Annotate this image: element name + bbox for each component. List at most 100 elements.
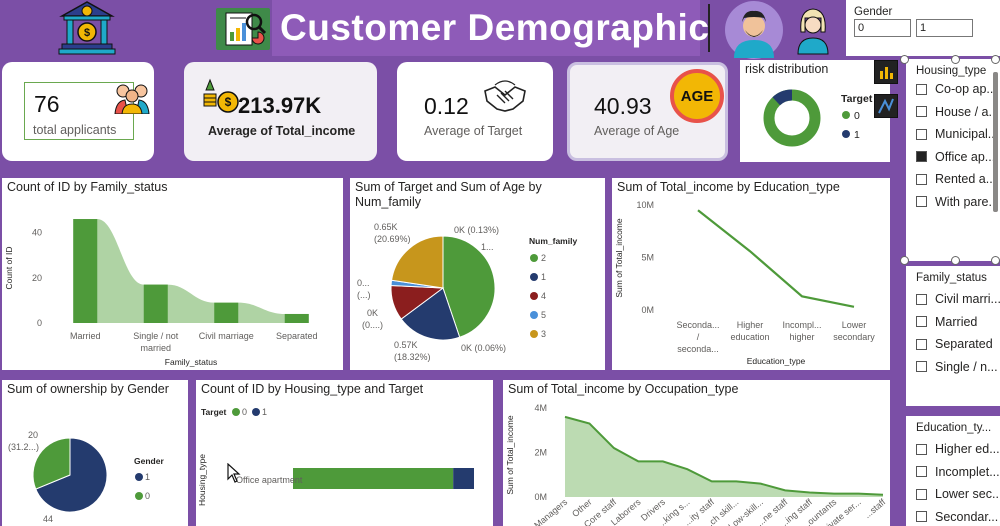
slicer-option-label: Rented a... — [935, 172, 997, 186]
slicer-option-housing[interactable]: With pare... — [916, 193, 999, 211]
checkbox[interactable] — [916, 511, 927, 522]
education-type-slicer: Education_ty... Higher ed... Incomplet...… — [906, 416, 1000, 526]
family-bar — [143, 284, 168, 323]
x-tick-label: Higher — [737, 320, 764, 330]
pie-data-label: 0... — [357, 278, 370, 288]
slicer-option-housing[interactable]: Co-op ap... — [916, 80, 997, 98]
checkbox[interactable] — [916, 196, 927, 207]
y-tick-label: 4M — [534, 403, 547, 413]
slicer-option-label: Higher ed... — [935, 442, 1000, 456]
applicants-label: total applicants — [33, 123, 117, 137]
checkbox[interactable] — [916, 361, 927, 372]
risk-legend-title: Target — [841, 93, 873, 105]
family-status-svg: 0 20 40 Married Single / not married Civil mar… — [4, 219, 318, 367]
gender-slicer-title: Gender — [854, 6, 893, 18]
housing-bar-target-1 — [453, 468, 474, 489]
slicer-option-family[interactable]: Single / n... — [916, 358, 998, 376]
gender-max-input[interactable]: 1 — [916, 19, 973, 37]
slicer-option-housing[interactable]: Office ap... — [916, 148, 995, 166]
slicer-option-education[interactable]: Incomplet... — [916, 463, 1000, 481]
family-ribbon — [73, 219, 309, 323]
slicer-option-family[interactable]: Civil marri... — [916, 290, 1000, 308]
resize-handle[interactable] — [991, 55, 1000, 64]
page-title-banner: Customer Demographic — [272, 0, 709, 56]
slicer-option-education[interactable]: Secondar... — [916, 508, 998, 526]
slicer-option-education[interactable]: Lower sec... — [916, 485, 1000, 503]
x-tick-label: Single / not — [133, 331, 179, 341]
slicer-option-label: Civil marri... — [935, 292, 1000, 306]
x-axis-title: Family_status — [165, 357, 217, 367]
risk-donut — [763, 89, 821, 147]
legend-marker — [530, 292, 538, 300]
slicer-option-housing[interactable]: Rented a... — [916, 170, 996, 188]
checkbox[interactable] — [916, 83, 927, 95]
legend-label: 1 — [541, 272, 546, 282]
checkbox[interactable] — [916, 128, 927, 140]
pie-slice-0 — [32, 437, 71, 490]
checkbox[interactable] — [916, 466, 927, 477]
y-tick-label: Office apartment — [236, 475, 303, 485]
pie-data-label: 0K — [367, 308, 378, 318]
slicer-option-housing[interactable]: Municipal... — [916, 125, 998, 143]
resize-handle[interactable] — [951, 55, 960, 64]
slicer-option-label: Single / n... — [935, 359, 998, 374]
resize-handle[interactable] — [951, 256, 960, 265]
pie-slice-1 — [400, 287, 461, 341]
slicer-option-family[interactable]: Married — [916, 313, 977, 331]
occupation-area — [565, 416, 883, 497]
pie-data-label: (31.2...) — [8, 442, 39, 452]
legend-label: 3 — [541, 329, 546, 339]
y-axis-title: Sum of Total_income — [505, 415, 515, 494]
legend-title: Gender — [134, 456, 164, 466]
num-family-svg: 0.65K (20.69%) 0K (0.13%) 1... 0... (...) 0K (0… — [357, 222, 577, 362]
family-bar — [284, 313, 309, 323]
family-bar — [214, 302, 239, 323]
scrollbar[interactable] — [993, 72, 998, 212]
x-tick-label: education — [730, 332, 769, 342]
resize-handle[interactable] — [991, 256, 1000, 265]
checkbox[interactable] — [916, 151, 927, 162]
age-badge-text: AGE — [680, 87, 714, 105]
legend-label: 5 — [541, 310, 546, 320]
bar-chart-icon-button[interactable] — [874, 60, 898, 84]
num-family-chart: Sum of Target and Sum of Age by Num_fami… — [350, 178, 605, 370]
x-tick-label: / — [697, 332, 700, 342]
slicer-option-label: Office ap... — [935, 149, 996, 164]
slicer-option-family[interactable]: Separated — [916, 335, 993, 353]
header-divider — [708, 4, 710, 52]
legend-title: Num_family — [529, 236, 577, 246]
male-avatar-icon — [724, 0, 784, 60]
family-slicer-title: Family_status — [916, 272, 987, 284]
legend-label: 4 — [541, 291, 546, 301]
slicer-option-label: Separated — [935, 337, 993, 351]
family-bar — [73, 219, 98, 323]
pie-data-label: 1... — [481, 242, 494, 252]
slicer-option-education[interactable]: Higher ed... — [916, 440, 1000, 458]
legend-marker — [232, 408, 240, 416]
y-tick-label: 20 — [32, 273, 42, 283]
analytics-icon-button[interactable] — [874, 94, 898, 118]
family-status-title: Count of ID by Family_status — [7, 180, 168, 194]
education-line — [697, 209, 855, 308]
gender-min-input[interactable]: 0 — [854, 19, 911, 37]
resize-handle[interactable] — [900, 256, 909, 265]
y-tick-label: 0M — [641, 305, 654, 315]
checkbox[interactable] — [916, 488, 927, 500]
x-tick-label: Seconda... — [676, 320, 719, 330]
resize-handle[interactable] — [900, 55, 909, 64]
female-avatar-icon — [790, 4, 836, 56]
checkbox[interactable] — [916, 316, 927, 327]
target-label: Average of Target — [424, 124, 523, 138]
risk-distribution-panel: risk distribution Target 0 1 — [740, 60, 890, 162]
checkbox[interactable] — [916, 106, 927, 117]
pie-data-label: 0K (0.06%) — [461, 343, 506, 353]
slicer-option-housing[interactable]: House / a... — [916, 103, 999, 121]
checkbox[interactable] — [916, 293, 927, 305]
checkbox[interactable] — [916, 338, 927, 350]
gender-slicer: Gender 0 1 — [846, 0, 1000, 56]
checkbox[interactable] — [916, 443, 927, 455]
family-status-slicer: Family_status Civil marri... Married Separ… — [906, 266, 1000, 406]
x-tick-label: Separated — [276, 331, 318, 341]
checkbox[interactable] — [916, 173, 927, 185]
num-family-title-2: Num_family — [355, 195, 421, 209]
